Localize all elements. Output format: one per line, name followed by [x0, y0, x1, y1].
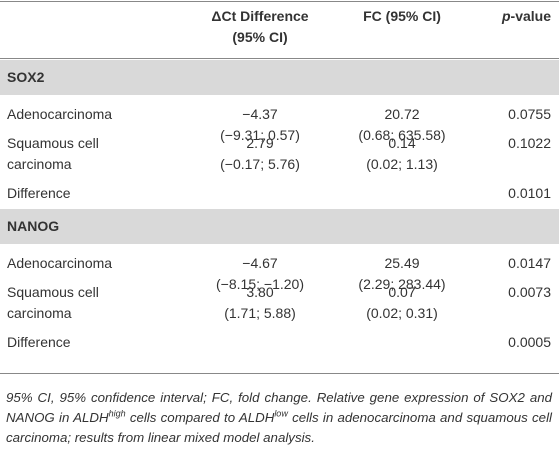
row-label: Adenocarcinoma: [7, 104, 112, 125]
p-value: 0.0101: [508, 183, 551, 204]
section-title: SOX2: [7, 69, 45, 85]
row-label: Difference: [7, 332, 71, 353]
row-label-line: Difference: [7, 334, 71, 350]
fold-change-line: 0.14: [388, 135, 416, 151]
fold-change-line: (0.68; 635.58): [358, 127, 446, 143]
delta-ct: 2.79 (−0.17; 5.76): [220, 133, 300, 175]
delta-ct-line: 3.80: [246, 284, 274, 300]
delta-ct-line: −4.67: [242, 255, 278, 271]
superscript: low: [274, 408, 288, 419]
row-label: Squamous cell carcinoma: [7, 282, 99, 324]
fold-change-line: 20.72: [384, 106, 420, 122]
row-label: Squamous cell carcinoma: [7, 133, 99, 175]
delta-ct-line: −4.37: [242, 106, 278, 122]
fold-change-line: (0.02; 1.13): [366, 156, 438, 172]
row-label-line: Squamous cell: [7, 284, 99, 300]
section-title: NANOG: [7, 216, 59, 237]
fold-change-line: (0.02; 0.31): [366, 305, 438, 321]
footnote-text: cells compared to ALDH: [125, 410, 275, 425]
fold-change-line: (2.29; 283.44): [358, 276, 446, 292]
column-header: p-value: [502, 6, 551, 27]
delta-ct-line: 2.79: [246, 135, 274, 151]
column-header-line: ΔCt Difference: [211, 8, 309, 24]
column-header: ΔCt Difference (95% CI): [211, 6, 308, 48]
rule: [0, 1, 559, 2]
p-value: 0.1022: [508, 135, 551, 151]
delta-ct: −4.67 (−8.15; −1.20): [216, 253, 304, 295]
footnote-text: cells in adenocarcinoma and squamous cel…: [6, 410, 552, 445]
delta-ct-line: (−0.17; 5.76): [220, 156, 300, 172]
section-band: [0, 209, 559, 244]
delta-ct-line: (1.71; 5.88): [224, 305, 296, 321]
fold-change: 0.14 (0.02; 1.13): [366, 133, 438, 175]
row-label-line: Adenocarcinoma: [7, 255, 113, 271]
row-label-line: Squamous cell: [7, 135, 99, 151]
column-header: FC (95% CI): [363, 6, 441, 27]
section-band: [0, 60, 559, 95]
p-value: 0.0147: [508, 253, 551, 274]
footnote: 95% CI, 95% confidence interval; FC, fol…: [6, 388, 552, 448]
fold-change: 20.72 (0.68; 635.58): [358, 104, 445, 146]
p-value: 0.1022: [508, 133, 551, 154]
p-value: 0.0005: [508, 334, 551, 350]
p-value: 0.0073: [508, 284, 551, 300]
delta-ct-line: (−9.31; 0.57): [220, 127, 300, 143]
footnote-text: 95% CI, 95% confidence interval; FC, fol…: [6, 390, 552, 425]
p-value: 0.0073: [508, 282, 551, 303]
p-value: 0.0755: [508, 104, 551, 125]
delta-ct: 3.80 (1.71; 5.88): [224, 282, 296, 324]
p-value: 0.0101: [508, 185, 551, 201]
fold-change: 25.49 (2.29; 283.44): [358, 253, 445, 295]
fold-change: 0.07 (0.02; 0.31): [366, 282, 438, 324]
column-header-line: FC (95% CI): [363, 8, 441, 24]
row-label: Difference: [7, 183, 71, 204]
row-label: Adenocarcinoma: [7, 253, 112, 274]
rule: [0, 373, 559, 374]
column-header-line: (95% CI): [232, 29, 288, 45]
rule: [0, 58, 559, 59]
superscript: high: [108, 408, 126, 419]
fold-change-line: 0.07: [388, 284, 416, 300]
delta-ct: −4.37 (−9.31; 0.57): [220, 104, 300, 146]
section-title: SOX2: [7, 67, 44, 88]
p-value: 0.0755: [508, 106, 551, 122]
row-label-line: Difference: [7, 185, 71, 201]
delta-ct-line: (−8.15; −1.20): [216, 276, 304, 292]
fold-change-line: 25.49: [384, 255, 420, 271]
p-text: -value: [510, 8, 551, 24]
row-label-line: Adenocarcinoma: [7, 106, 113, 122]
row-label-line: carcinoma: [7, 305, 72, 321]
row-label-line: carcinoma: [7, 156, 72, 172]
p-italic: p: [501, 8, 511, 24]
p-value: 0.0147: [508, 255, 551, 271]
section-title: NANOG: [7, 218, 60, 234]
p-value: 0.0005: [508, 332, 551, 353]
